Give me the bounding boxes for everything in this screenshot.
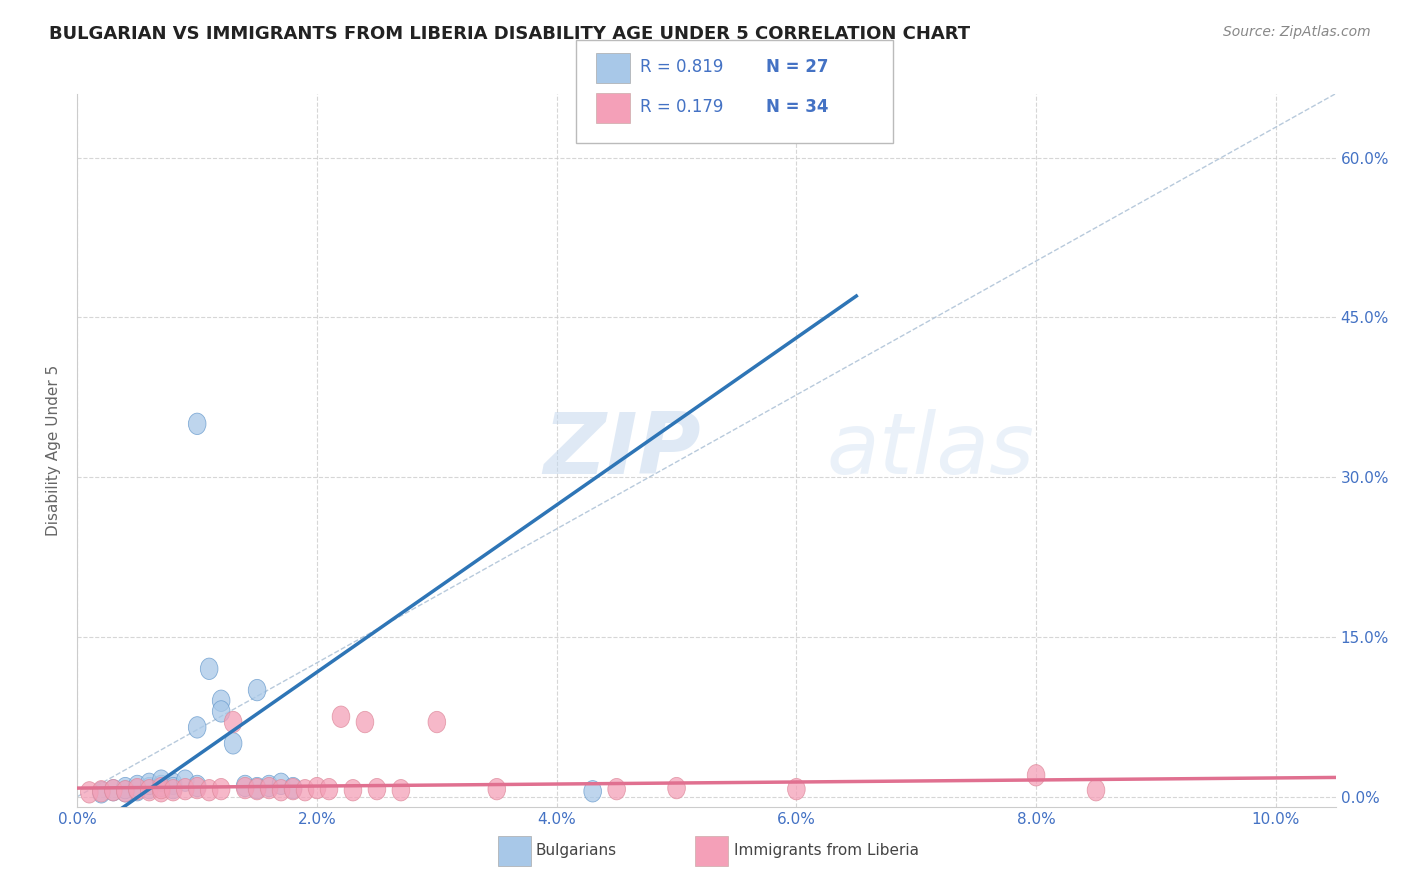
Ellipse shape (117, 780, 134, 802)
Ellipse shape (212, 701, 231, 723)
Ellipse shape (128, 779, 146, 800)
Ellipse shape (225, 732, 242, 754)
Ellipse shape (1028, 764, 1045, 786)
Ellipse shape (188, 775, 207, 797)
Text: Source: ZipAtlas.com: Source: ZipAtlas.com (1223, 25, 1371, 39)
Ellipse shape (488, 779, 506, 800)
Text: Immigrants from Liberia: Immigrants from Liberia (734, 844, 920, 858)
Text: R = 0.179: R = 0.179 (640, 98, 723, 116)
Text: N = 34: N = 34 (766, 98, 828, 116)
Ellipse shape (236, 775, 254, 797)
Ellipse shape (344, 780, 361, 801)
Ellipse shape (249, 779, 266, 800)
Ellipse shape (249, 680, 266, 701)
Ellipse shape (427, 711, 446, 732)
Ellipse shape (176, 779, 194, 800)
Ellipse shape (152, 775, 170, 797)
Ellipse shape (668, 778, 685, 799)
Ellipse shape (152, 770, 170, 791)
Ellipse shape (128, 775, 146, 797)
Ellipse shape (117, 780, 134, 802)
Ellipse shape (356, 711, 374, 732)
Ellipse shape (273, 780, 290, 801)
Text: Bulgarians: Bulgarians (536, 844, 617, 858)
Ellipse shape (260, 778, 278, 799)
Ellipse shape (297, 780, 314, 801)
Ellipse shape (332, 706, 350, 728)
Ellipse shape (188, 778, 207, 799)
Ellipse shape (176, 770, 194, 791)
Ellipse shape (583, 780, 602, 802)
Ellipse shape (104, 780, 122, 801)
Ellipse shape (165, 778, 181, 799)
Ellipse shape (787, 779, 806, 800)
Ellipse shape (273, 773, 290, 795)
Y-axis label: Disability Age Under 5: Disability Age Under 5 (46, 365, 62, 536)
Ellipse shape (321, 779, 337, 800)
Ellipse shape (141, 778, 157, 799)
Ellipse shape (141, 780, 157, 801)
Ellipse shape (141, 773, 157, 795)
Ellipse shape (260, 775, 278, 797)
Ellipse shape (165, 780, 181, 801)
Ellipse shape (1087, 780, 1105, 801)
Ellipse shape (225, 711, 242, 732)
Text: N = 27: N = 27 (766, 58, 828, 76)
Ellipse shape (152, 778, 170, 799)
Ellipse shape (284, 778, 302, 799)
Ellipse shape (249, 778, 266, 799)
Ellipse shape (392, 780, 409, 801)
Ellipse shape (93, 780, 110, 802)
Text: atlas: atlas (827, 409, 1033, 492)
Ellipse shape (200, 780, 218, 801)
Text: BULGARIAN VS IMMIGRANTS FROM LIBERIA DISABILITY AGE UNDER 5 CORRELATION CHART: BULGARIAN VS IMMIGRANTS FROM LIBERIA DIS… (49, 25, 970, 43)
Ellipse shape (236, 778, 254, 799)
Ellipse shape (607, 779, 626, 800)
Ellipse shape (188, 413, 207, 434)
Ellipse shape (80, 781, 98, 803)
Ellipse shape (93, 781, 110, 803)
Ellipse shape (212, 779, 231, 800)
Ellipse shape (188, 716, 207, 738)
Ellipse shape (308, 778, 326, 799)
Ellipse shape (284, 779, 302, 800)
Ellipse shape (152, 780, 170, 802)
Ellipse shape (165, 773, 181, 795)
Ellipse shape (117, 778, 134, 799)
Ellipse shape (368, 779, 385, 800)
Text: ZIP: ZIP (543, 409, 700, 492)
Text: R = 0.819: R = 0.819 (640, 58, 723, 76)
Ellipse shape (212, 690, 231, 712)
Ellipse shape (200, 658, 218, 680)
Ellipse shape (104, 780, 122, 801)
Ellipse shape (128, 780, 146, 801)
